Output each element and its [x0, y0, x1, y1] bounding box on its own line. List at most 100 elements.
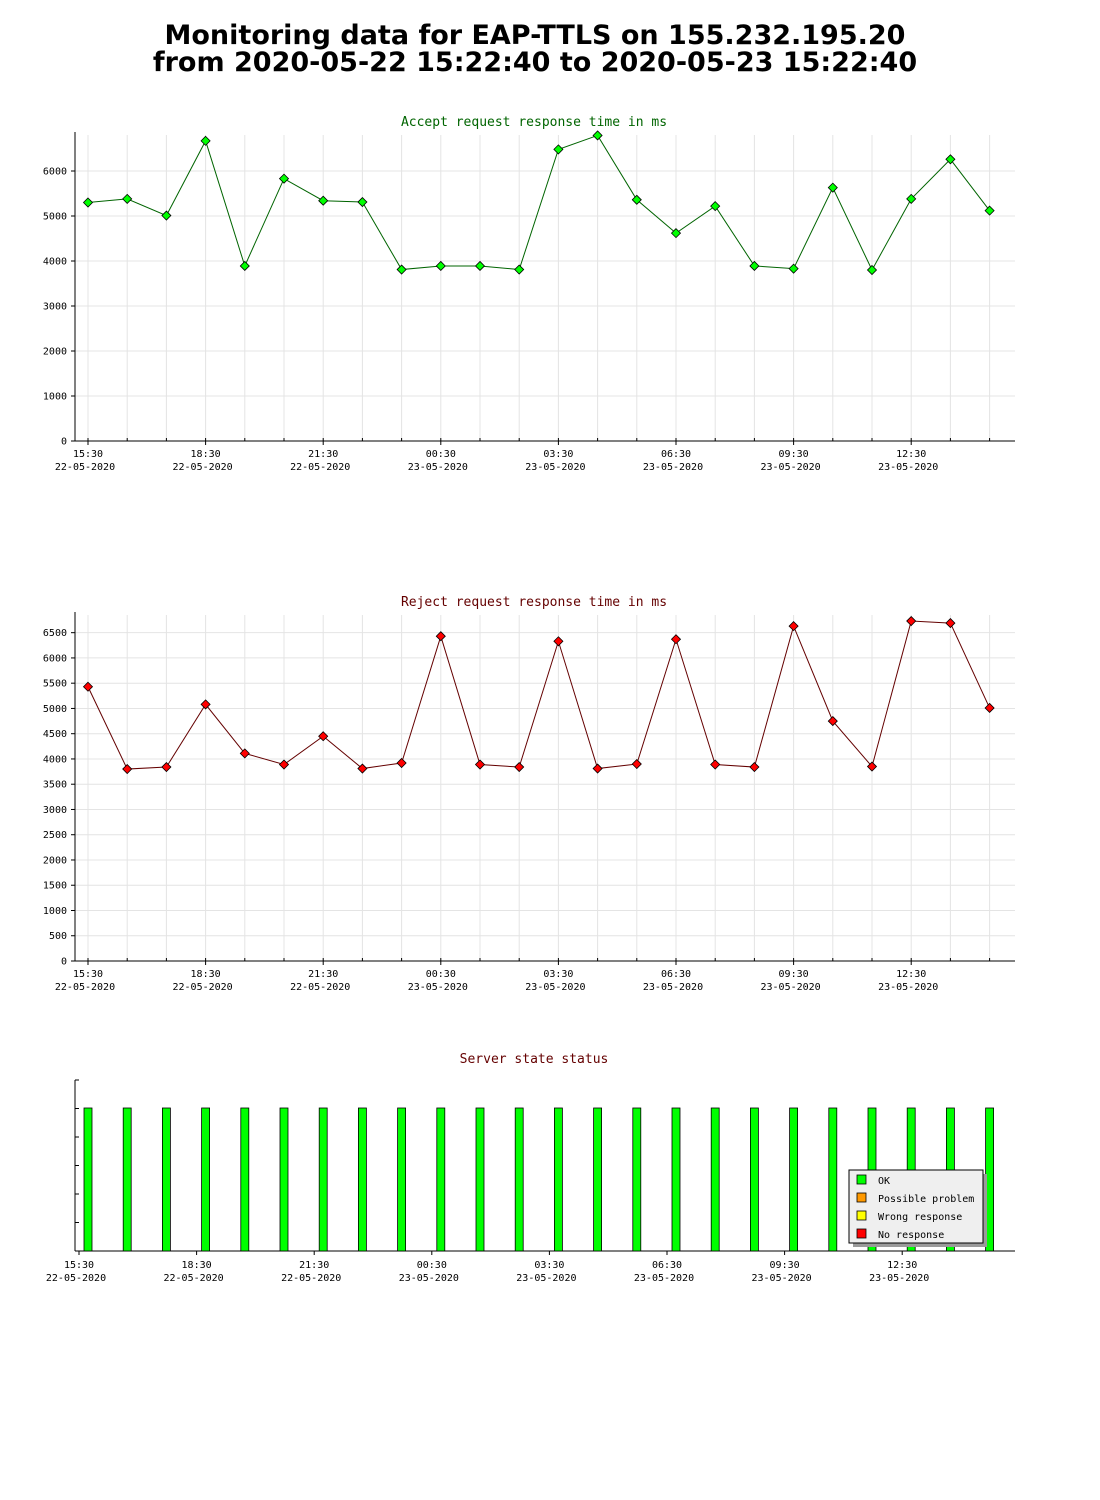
legend-swatch: [856, 1192, 867, 1203]
data-point: [945, 618, 956, 629]
server-status-chart: Server state status 15:30 22-05-2020 18:30 2…: [46, 1052, 1015, 1284]
status-bar: [397, 1107, 407, 1252]
data-point: [200, 135, 211, 146]
data-point: [553, 636, 564, 647]
x-tick-label-date: 22-05-2020: [290, 982, 350, 993]
page-title: Monitoring data for EAP-TTLS on 155.232.…: [0, 22, 1070, 76]
x-tick-label-date: 23-05-2020: [399, 1273, 459, 1284]
data-point: [749, 260, 760, 272]
x-tick-label-time: 21:30: [308, 969, 338, 980]
data-point: [670, 634, 682, 645]
x-tick-label-time: 21:30: [308, 449, 338, 460]
x-tick-label-time: 00:30: [426, 449, 456, 460]
data-point: [984, 702, 995, 714]
x-tick-label-date: 23-05-2020: [643, 982, 703, 993]
chart-title: Server state status: [460, 1052, 609, 1067]
y-tick-label: 3000: [43, 805, 67, 816]
data-point: [161, 761, 172, 773]
x-tick-label-date: 23-05-2020: [525, 982, 585, 993]
data-point: [435, 631, 446, 642]
data-point: [318, 731, 329, 742]
data-point: [866, 264, 878, 276]
data-point: [788, 263, 799, 274]
data-point: [357, 196, 368, 208]
y-tick-label: 6500: [43, 628, 67, 639]
data-point: [631, 758, 642, 770]
x-tick-label-date: 23-05-2020: [869, 1273, 929, 1284]
x-tick-label-time: 12:30: [887, 1260, 917, 1271]
legend-swatch: [856, 1174, 867, 1185]
x-tick-label-date: 22-05-2020: [55, 462, 115, 473]
status-bar: [357, 1107, 367, 1252]
y-tick-label: 5500: [43, 679, 67, 690]
status-bar: [475, 1107, 485, 1252]
y-tick-label: 4000: [43, 257, 67, 268]
data-point: [514, 761, 525, 773]
data-point: [239, 748, 250, 759]
status-bar: [318, 1107, 328, 1252]
x-tick-label-time: 00:30: [417, 1260, 447, 1271]
x-tick-label-date: 22-05-2020: [46, 1273, 106, 1284]
status-bar: [671, 1107, 681, 1252]
x-tick-label-time: 00:30: [426, 969, 456, 980]
data-point: [945, 154, 956, 165]
data-point: [200, 699, 211, 710]
series-line: [87, 620, 991, 770]
y-tick-label: 2000: [43, 347, 67, 358]
x-tick-label-time: 09:30: [779, 449, 809, 460]
x-tick-label-time: 21:30: [299, 1260, 329, 1271]
x-tick-label-time: 15:30: [64, 1260, 94, 1271]
data-point: [710, 201, 721, 212]
data-point: [122, 763, 133, 775]
data-point: [161, 210, 172, 221]
status-bar: [279, 1107, 289, 1252]
x-tick-label-time: 09:30: [779, 969, 809, 980]
x-tick-label-date: 22-05-2020: [163, 1273, 223, 1284]
data-point: [631, 194, 642, 205]
title-line-1: Monitoring data for EAP-TTLS on 155.232.…: [164, 20, 906, 51]
data-point: [984, 205, 995, 216]
x-tick-label-time: 03:30: [543, 969, 573, 980]
reject-response-chart: Reject request response time in ms 0 500 10…: [43, 595, 1015, 993]
legend-swatch: [856, 1210, 867, 1221]
status-bar: [593, 1107, 602, 1252]
legend-box: [848, 1169, 984, 1244]
status-bar: [514, 1107, 524, 1252]
x-tick-label-date: 23-05-2020: [878, 982, 938, 993]
data-point: [514, 264, 525, 275]
data-point: [396, 264, 407, 275]
data-point: [592, 763, 603, 774]
x-tick-label-time: 12:30: [896, 449, 926, 460]
x-tick-label-time: 12:30: [896, 969, 926, 980]
status-bar: [750, 1107, 759, 1252]
data-point: [592, 130, 603, 141]
data-point: [357, 763, 368, 774]
accept-response-chart: Accept request response time in ms 0 1000 2…: [43, 115, 1015, 473]
data-point: [318, 195, 329, 206]
x-tick-label-date: 23-05-2020: [643, 462, 703, 473]
x-tick-label-time: 18:30: [191, 969, 221, 980]
y-tick-label: 4500: [43, 729, 67, 740]
x-tick-label-date: 22-05-2020: [172, 462, 232, 473]
data-point: [553, 144, 564, 155]
legend-swatch: [856, 1228, 867, 1239]
data-point: [239, 260, 250, 272]
x-tick-label-time: 06:30: [661, 969, 691, 980]
data-point: [906, 193, 917, 204]
data-point: [474, 759, 486, 770]
y-tick-label: 2000: [43, 855, 67, 866]
x-tick-label-time: 03:30: [543, 449, 573, 460]
y-tick-label: 6000: [43, 167, 67, 178]
y-tick-label: 0: [61, 957, 67, 968]
data-point: [435, 260, 446, 272]
chart-title: Reject request response time in ms: [401, 595, 667, 610]
status-bar: [554, 1107, 563, 1252]
y-tick-label: 5000: [43, 704, 67, 715]
x-tick-label-time: 15:30: [73, 969, 103, 980]
y-tick-label: 5000: [43, 212, 67, 223]
y-tick-label: 3500: [43, 780, 67, 791]
data-point: [827, 182, 838, 193]
data-point: [278, 759, 290, 770]
x-tick-label-date: 22-05-2020: [290, 462, 350, 473]
data-point: [82, 681, 94, 692]
